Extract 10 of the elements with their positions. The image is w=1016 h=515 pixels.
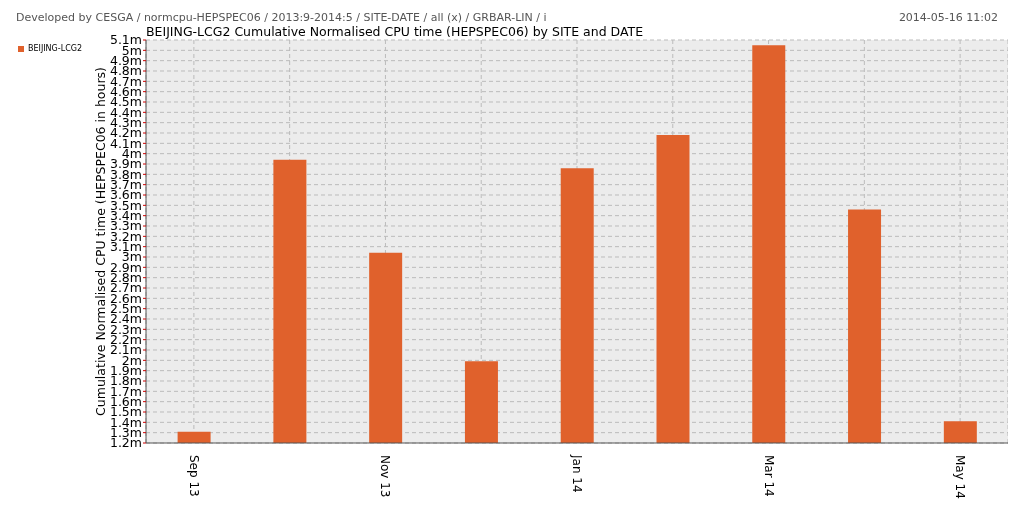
x-tick-label: Nov 13: [378, 455, 393, 498]
chart-title: BEIJING-LCG2 Cumulative Normalised CPU time (HEPSPEC06) by SITE and DATE: [146, 24, 644, 39]
text: Developed by CESGA / normcpu-HEPSPEC06 / 2013:9-2014:5 / SITE-DATE / all (x) / GRBAR-LIN / i: [16, 11, 547, 24]
text: 2014-05-16 11:02: [898, 11, 998, 24]
x-tick-label: Sep 13: [186, 455, 201, 497]
y-axis-title: Cumulative Normalised CPU time (HEPSPEC06 in hours): [92, 67, 108, 416]
x-tick-label: May 14: [953, 455, 968, 499]
legend-label: BEIJING-LCG2: [28, 44, 83, 53]
x-tick-label: Jan 14: [570, 454, 584, 493]
x-tick-label: Mar 14: [761, 455, 776, 497]
